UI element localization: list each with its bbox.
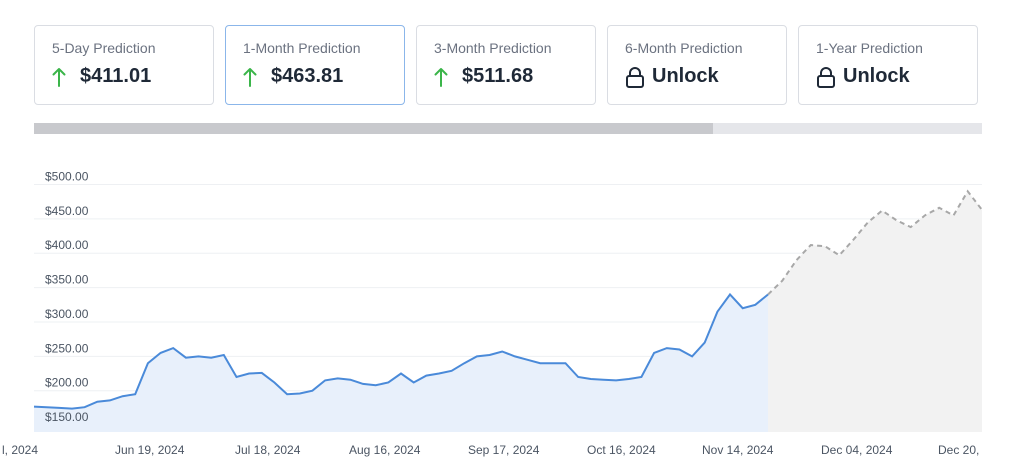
y-tick-label: $250.00 xyxy=(45,341,89,355)
prediction-card-6-month[interactable]: 6-Month Prediction Unlock xyxy=(607,25,787,105)
forecast-price-line xyxy=(767,189,983,296)
prediction-card-5-day[interactable]: 5-Day Prediction $411.01 xyxy=(34,25,214,105)
prediction-card-1-month[interactable]: 1-Month Prediction $463.81 xyxy=(225,25,405,105)
historical-area xyxy=(34,294,768,432)
x-tick-label: Dec 20, xyxy=(938,443,979,457)
prediction-cards: 5-Day Prediction $411.01 1-Month Predict… xyxy=(34,25,978,105)
price-chart: $150.00 $200.00 $250.00 $300.00 $350.00 $400.… xyxy=(2,169,983,457)
card-value: Unlock xyxy=(652,65,719,87)
card-label: 5-Day Prediction xyxy=(52,40,156,56)
scrollbar-thumb[interactable] xyxy=(34,123,713,134)
lock-icon xyxy=(626,66,644,88)
x-tick-label: Oct 16, 2024 xyxy=(587,443,656,457)
card-label: 1-Year Prediction xyxy=(816,40,923,56)
historical-price-line xyxy=(33,292,769,410)
prediction-card-3-month[interactable]: 3-Month Prediction $511.68 xyxy=(416,25,596,105)
card-value: $411.01 xyxy=(80,65,152,87)
x-tick-label: Jun 19, 2024 xyxy=(115,443,185,457)
card-label: 6-Month Prediction xyxy=(625,40,743,56)
x-axis-ticks: l, 2024 Jun 19, 2024 Jul 18, 2024 Aug 16, 2… xyxy=(2,443,979,457)
x-tick-label: Aug 16, 2024 xyxy=(349,443,421,457)
x-tick-label: Jul 18, 2024 xyxy=(235,443,301,457)
forecast-area xyxy=(768,191,982,432)
x-tick-label: Sep 17, 2024 xyxy=(468,443,540,457)
card-value: $511.68 xyxy=(462,65,534,87)
card-value: $463.81 xyxy=(271,65,344,87)
x-tick-label: l, 2024 xyxy=(2,443,38,457)
prediction-card-1-year[interactable]: 1-Year Prediction Unlock xyxy=(798,25,978,105)
y-tick-label: $450.00 xyxy=(45,204,89,218)
x-tick-label: Nov 14, 2024 xyxy=(702,443,774,457)
y-axis-ticks: $150.00 $200.00 $250.00 $300.00 $350.00 $400.… xyxy=(45,169,89,424)
y-tick-label: $300.00 xyxy=(45,307,89,321)
lock-icon xyxy=(817,66,835,88)
card-label: 1-Month Prediction xyxy=(243,40,361,56)
card-value: Unlock xyxy=(843,65,910,87)
card-label: 3-Month Prediction xyxy=(434,40,552,56)
x-tick-label: Dec 04, 2024 xyxy=(821,443,893,457)
y-tick-label: $400.00 xyxy=(45,238,89,252)
arrow-up-icon xyxy=(243,67,257,87)
y-tick-label: $150.00 xyxy=(45,410,89,424)
y-tick-label: $200.00 xyxy=(45,376,89,390)
arrow-up-icon xyxy=(434,67,448,87)
cards-scrollbar[interactable] xyxy=(34,123,982,134)
arrow-up-icon xyxy=(52,67,66,87)
y-tick-label: $500.00 xyxy=(45,169,89,183)
y-tick-label: $350.00 xyxy=(45,273,89,287)
